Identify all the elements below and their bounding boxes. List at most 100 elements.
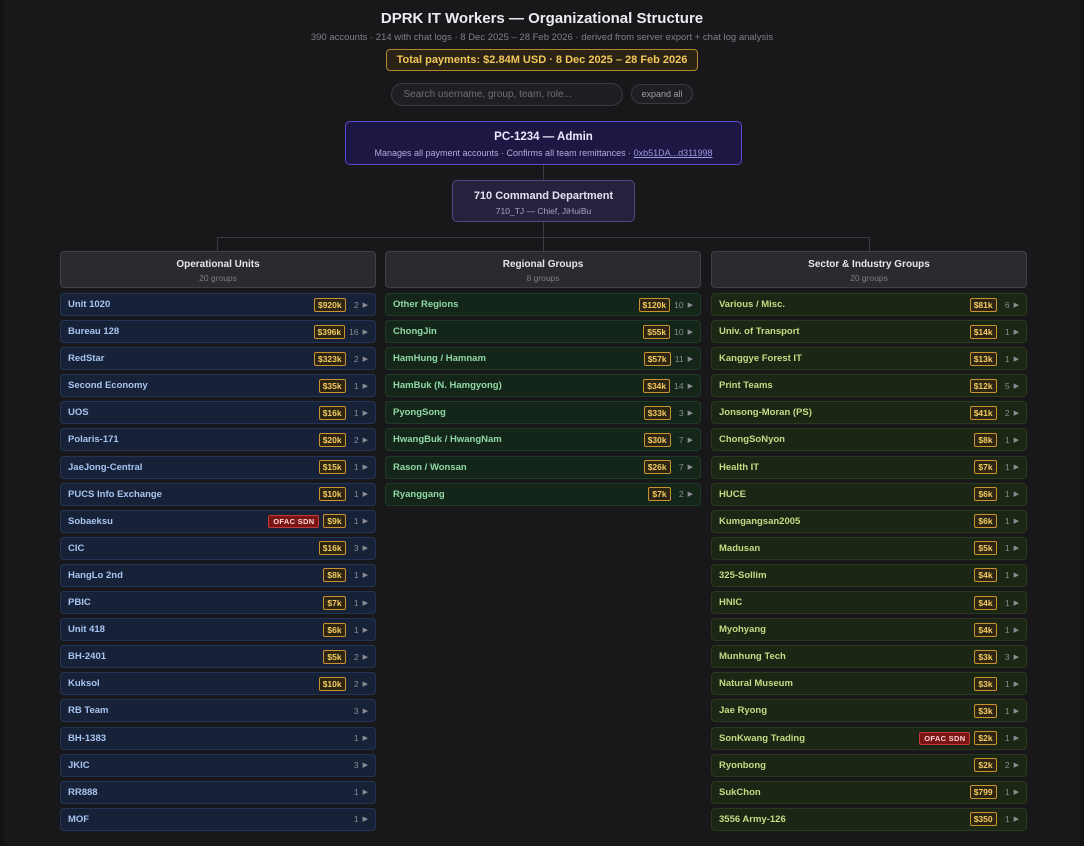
group-row[interactable]: Bureau 128 $396k 16 ▶ (60, 320, 376, 344)
group-row[interactable]: Jonsong-Moran (PS) $41k 2 ▶ (711, 401, 1027, 425)
group-row[interactable]: Natural Museum $3k 1 ▶ (711, 672, 1027, 696)
expand-arrow-icon[interactable]: ▶ (1013, 653, 1019, 661)
expand-all-button[interactable]: expand all (631, 84, 693, 104)
column-header[interactable]: Regional Groups 8 groups (385, 251, 701, 288)
expand-arrow-icon[interactable]: ▶ (362, 789, 368, 797)
group-row[interactable]: Various / Misc. $81k 6 ▶ (711, 293, 1027, 316)
group-row[interactable]: MOF 1 ▶ (60, 807, 376, 831)
group-row[interactable]: HwangBuk / HwangNam $30k 7 ▶ (385, 428, 701, 452)
group-row[interactable]: RB Team 3 ▶ (60, 699, 376, 723)
expand-arrow-icon[interactable]: ▶ (1013, 464, 1019, 472)
expand-arrow-icon[interactable]: ▶ (1013, 762, 1019, 770)
group-row[interactable]: JKIC 3 ▶ (60, 753, 376, 777)
group-row[interactable]: CIC $16k 3 ▶ (60, 536, 376, 560)
expand-arrow-icon[interactable]: ▶ (687, 328, 693, 336)
group-row[interactable]: SukChon $799 1 ▶ (711, 780, 1027, 804)
group-row[interactable]: Madusan $5k 1 ▶ (711, 536, 1027, 560)
group-row[interactable]: RedStar $323k 2 ▶ (60, 347, 376, 371)
expand-arrow-icon[interactable]: ▶ (1013, 409, 1019, 417)
group-row[interactable]: Polaris-171 $20k 2 ▶ (60, 428, 376, 452)
wallet-address-link[interactable]: 0xb51DA...d311998 (633, 148, 713, 158)
expand-arrow-icon[interactable]: ▶ (362, 599, 368, 607)
expand-arrow-icon[interactable]: ▶ (1013, 572, 1019, 580)
group-row[interactable]: HamBuk (N. Hamgyong) $34k 14 ▶ (385, 374, 701, 398)
group-row[interactable]: 325-Sollim $4k 1 ▶ (711, 563, 1027, 587)
group-row[interactable]: Myohyang $4k 1 ▶ (711, 618, 1027, 642)
group-row[interactable]: Kuksol $10k 2 ▶ (60, 672, 376, 696)
expand-arrow-icon[interactable]: ▶ (362, 707, 368, 715)
expand-arrow-icon[interactable]: ▶ (362, 626, 368, 634)
group-row[interactable]: ChongSoNyon $8k 1 ▶ (711, 428, 1027, 452)
group-row[interactable]: UOS $16k 1 ▶ (60, 401, 376, 425)
expand-arrow-icon[interactable]: ▶ (1013, 491, 1019, 499)
group-row[interactable]: HNIC $4k 1 ▶ (711, 591, 1027, 615)
group-row[interactable]: BH-2401 $5k 2 ▶ (60, 645, 376, 669)
expand-arrow-icon[interactable]: ▶ (362, 436, 368, 444)
group-row[interactable]: 3556 Army-126 $350 1 ▶ (711, 807, 1027, 831)
expand-arrow-icon[interactable]: ▶ (362, 518, 368, 526)
expand-arrow-icon[interactable]: ▶ (1013, 626, 1019, 634)
expand-arrow-icon[interactable]: ▶ (362, 572, 368, 580)
expand-arrow-icon[interactable]: ▶ (1013, 599, 1019, 607)
expand-arrow-icon[interactable]: ▶ (687, 355, 693, 363)
group-row[interactable]: Unit 418 $6k 1 ▶ (60, 618, 376, 642)
group-row[interactable]: PBIC $7k 1 ▶ (60, 591, 376, 615)
expand-arrow-icon[interactable]: ▶ (1013, 355, 1019, 363)
expand-arrow-icon[interactable]: ▶ (1013, 382, 1019, 390)
expand-arrow-icon[interactable]: ▶ (362, 355, 368, 363)
expand-arrow-icon[interactable]: ▶ (362, 680, 368, 688)
group-row[interactable]: RR888 1 ▶ (60, 780, 376, 804)
expand-arrow-icon[interactable]: ▶ (687, 436, 693, 444)
expand-arrow-icon[interactable]: ▶ (687, 409, 693, 417)
expand-arrow-icon[interactable]: ▶ (1013, 545, 1019, 553)
expand-arrow-icon[interactable]: ▶ (362, 816, 368, 824)
expand-arrow-icon[interactable]: ▶ (1013, 816, 1019, 824)
expand-arrow-icon[interactable]: ▶ (362, 409, 368, 417)
expand-arrow-icon[interactable]: ▶ (1013, 735, 1019, 742)
admin-node[interactable]: PC-1234 — Admin Manages all payment acco… (345, 121, 742, 165)
group-row[interactable]: BH-1383 1 ▶ (60, 726, 376, 750)
expand-arrow-icon[interactable]: ▶ (1013, 707, 1019, 715)
group-row[interactable]: Kanggye Forest IT $13k 1 ▶ (711, 347, 1027, 371)
expand-arrow-icon[interactable]: ▶ (362, 653, 368, 661)
expand-arrow-icon[interactable]: ▶ (687, 382, 693, 390)
group-row[interactable]: Kumgangsan2005 $6k 1 ▶ (711, 509, 1027, 533)
group-row[interactable]: PyongSong $33k 3 ▶ (385, 401, 701, 425)
expand-arrow-icon[interactable]: ▶ (1013, 680, 1019, 688)
group-row[interactable]: Rason / Wonsan $26k 7 ▶ (385, 455, 701, 479)
group-row[interactable]: Second Economy $35k 1 ▶ (60, 374, 376, 398)
group-row[interactable]: Other Regions $120k 10 ▶ (385, 293, 701, 316)
expand-arrow-icon[interactable]: ▶ (362, 545, 368, 553)
group-row[interactable]: JaeJong-Central $15k 1 ▶ (60, 455, 376, 479)
expand-arrow-icon[interactable]: ▶ (1013, 789, 1019, 797)
group-row[interactable]: Unit 1020 $920k 2 ▶ (60, 293, 376, 316)
expand-arrow-icon[interactable]: ▶ (687, 491, 693, 499)
expand-arrow-icon[interactable]: ▶ (687, 464, 693, 472)
column-header[interactable]: Sector & Industry Groups 20 groups (711, 251, 1027, 288)
expand-arrow-icon[interactable]: ▶ (362, 491, 368, 499)
group-row[interactable]: Sobaeksu OFAC SDN $9k 1 ▶ (60, 509, 376, 533)
group-row[interactable]: SonKwang Trading OFAC SDN $2k 1 ▶ (711, 726, 1027, 750)
group-row[interactable]: HUCE $6k 1 ▶ (711, 482, 1027, 506)
group-row[interactable]: Ryonbong $2k 2 ▶ (711, 753, 1027, 777)
group-row[interactable]: Munhung Tech $3k 3 ▶ (711, 645, 1027, 669)
expand-arrow-icon[interactable]: ▶ (1013, 436, 1019, 444)
column-header[interactable]: Operational Units 20 groups (60, 251, 376, 288)
group-row[interactable]: Jae Ryong $3k 1 ▶ (711, 699, 1027, 723)
expand-arrow-icon[interactable]: ▶ (1013, 328, 1019, 336)
group-row[interactable]: HangLo 2nd $8k 1 ▶ (60, 563, 376, 587)
group-row[interactable]: Health IT $7k 1 ▶ (711, 455, 1027, 479)
group-row[interactable]: HamHung / Hamnam $57k 11 ▶ (385, 347, 701, 371)
group-row[interactable]: Ryanggang $7k 2 ▶ (385, 482, 701, 506)
group-row[interactable]: Univ. of Transport $14k 1 ▶ (711, 320, 1027, 344)
expand-arrow-icon[interactable]: ▶ (687, 301, 693, 309)
expand-arrow-icon[interactable]: ▶ (362, 301, 368, 309)
expand-arrow-icon[interactable]: ▶ (1013, 301, 1019, 309)
group-row[interactable]: Print Teams $12k 5 ▶ (711, 374, 1027, 398)
expand-arrow-icon[interactable]: ▶ (362, 382, 368, 390)
search-input[interactable] (391, 83, 624, 106)
expand-arrow-icon[interactable]: ▶ (362, 762, 368, 770)
expand-arrow-icon[interactable]: ▶ (362, 328, 368, 336)
expand-arrow-icon[interactable]: ▶ (362, 735, 368, 742)
command-department-node[interactable]: 710 Command Department 710_TJ — Chief, J… (452, 180, 635, 222)
